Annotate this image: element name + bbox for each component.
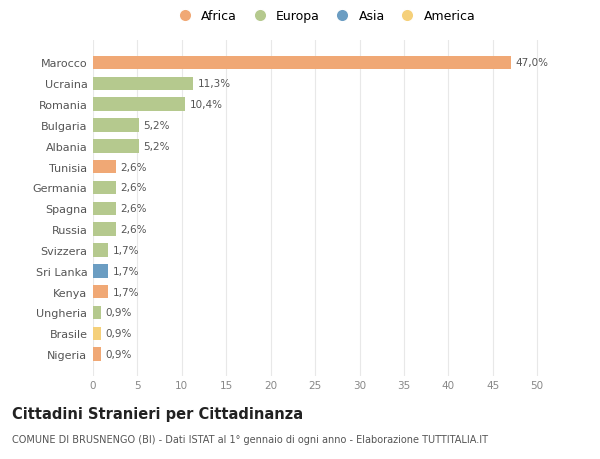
Bar — [93, 181, 116, 195]
Text: 5,2%: 5,2% — [143, 121, 170, 131]
Bar — [93, 223, 116, 236]
Bar — [93, 161, 116, 174]
Text: 2,6%: 2,6% — [121, 224, 147, 235]
Text: 2,6%: 2,6% — [121, 183, 147, 193]
Text: 2,6%: 2,6% — [121, 204, 147, 214]
Bar — [93, 202, 116, 216]
Text: 1,7%: 1,7% — [113, 287, 139, 297]
Text: 1,7%: 1,7% — [113, 266, 139, 276]
Bar — [93, 285, 108, 299]
Text: 0,9%: 0,9% — [106, 308, 132, 318]
Bar — [93, 119, 139, 133]
Bar — [93, 244, 108, 257]
Legend: Africa, Europa, Asia, America: Africa, Europa, Asia, America — [167, 6, 481, 28]
Bar — [93, 264, 108, 278]
Text: 10,4%: 10,4% — [190, 100, 223, 110]
Text: COMUNE DI BRUSNENGO (BI) - Dati ISTAT al 1° gennaio di ogni anno - Elaborazione : COMUNE DI BRUSNENGO (BI) - Dati ISTAT al… — [12, 434, 488, 444]
Text: 0,9%: 0,9% — [106, 349, 132, 359]
Text: 0,9%: 0,9% — [106, 329, 132, 339]
Bar — [93, 140, 139, 153]
Text: 2,6%: 2,6% — [121, 162, 147, 172]
Bar — [93, 56, 511, 70]
Bar — [93, 98, 185, 112]
Text: 11,3%: 11,3% — [198, 79, 231, 89]
Text: 5,2%: 5,2% — [143, 141, 170, 151]
Bar — [93, 327, 101, 341]
Text: 1,7%: 1,7% — [113, 246, 139, 255]
Text: 47,0%: 47,0% — [515, 58, 548, 68]
Bar — [93, 347, 101, 361]
Bar — [93, 306, 101, 319]
Text: Cittadini Stranieri per Cittadinanza: Cittadini Stranieri per Cittadinanza — [12, 406, 303, 421]
Bar — [93, 77, 193, 91]
